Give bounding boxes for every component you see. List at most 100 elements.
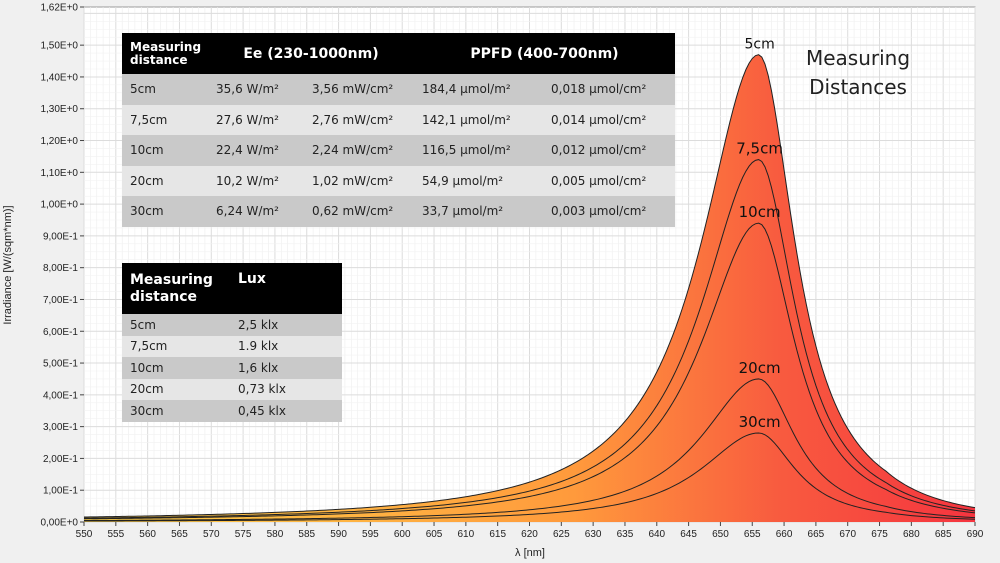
cell-ppfd-m: 54,9 µmol/m²	[414, 165, 543, 196]
x-tick-label: 605	[426, 529, 443, 540]
x-axis-ticks: 550 555 560 565 570 575 580 585 590 595 600 605 610 6…	[76, 522, 984, 540]
series-label: 7,5cm	[736, 140, 783, 158]
header-measuring-distance: Measuring distance	[122, 33, 208, 74]
y-tick-label: 1,00E+0	[40, 200, 78, 211]
table-row: 5cm 35,6 W/m² 3,56 mW/cm² 184,4 µmol/m² 0,01…	[122, 74, 675, 105]
series-labels: 5cm 7,5cm 10cm 20cm 30cm	[736, 37, 783, 431]
y-tick-label: 1,40E+0	[40, 72, 78, 83]
cell-d: 5cm	[122, 314, 230, 336]
cell-lux: 1,6 klx	[230, 357, 342, 379]
y-axis-ticks: 0,00E+0 1,00E-1 2,00E-1 3,00E-1 4,00E-1 5,00E…	[40, 3, 84, 529]
x-tick-label: 675	[871, 529, 888, 540]
x-tick-label: 650	[712, 529, 729, 540]
header-ppfd: PPFD (400-700nm)	[414, 33, 675, 74]
table-row: 20cm 0,73 klx	[122, 378, 342, 400]
y-tick-label: 5,00E-1	[43, 359, 78, 370]
cell-ppfd-m: 142,1 µmol/m²	[414, 104, 543, 135]
x-tick-label: 680	[903, 529, 920, 540]
y-tick-label: 1,30E+0	[40, 104, 78, 115]
cell-ppfd-cm: 0,014 µmol/cm²	[543, 104, 675, 135]
cell-ppfd-cm: 0,012 µmol/cm²	[543, 135, 675, 166]
cell-ppfd-m: 33,7 µmol/m²	[414, 196, 543, 227]
cell-d: 20cm	[122, 165, 208, 196]
cell-d: 10cm	[122, 135, 208, 166]
cell-ppfd-m: 184,4 µmol/m²	[414, 74, 543, 105]
y-tick-label: 2,00E-1	[43, 454, 78, 465]
x-tick-label: 610	[458, 529, 475, 540]
cell-d: 7,5cm	[122, 335, 230, 357]
series-line-10cm	[83, 222, 976, 520]
header-lux: Lux	[230, 263, 342, 314]
table-row: 10cm 22,4 W/m² 2,24 mW/cm² 116,5 µmol/m² 0,0…	[122, 135, 675, 166]
cell-ee-w: 22,4 W/m²	[208, 135, 304, 166]
y-tick-label: 1,20E+0	[40, 136, 78, 147]
cell-ee-w: 6,24 W/m²	[208, 196, 304, 227]
x-tick-label: 665	[808, 529, 825, 540]
cell-ppfd-cm: 0,018 µmol/cm²	[543, 74, 675, 105]
cell-ee-w: 10,2 W/m²	[208, 165, 304, 196]
table-row: 10cm 1,6 klx	[122, 357, 342, 379]
x-tick-label: 595	[362, 529, 379, 540]
x-tick-label: 615	[489, 529, 506, 540]
x-tick-label: 635	[617, 529, 634, 540]
cell-ee-w: 35,6 W/m²	[208, 74, 304, 105]
y-axis-label: Irradiance [W/(sqm*nm)]	[2, 205, 14, 324]
series-line-7-5cm	[83, 159, 976, 519]
x-tick-label: 640	[648, 529, 665, 540]
series-areas	[84, 54, 975, 522]
x-tick-label: 550	[76, 529, 93, 540]
cell-ppfd-cm: 0,003 µmol/cm²	[543, 196, 675, 227]
y-tick-label: 1,00E-1	[43, 486, 78, 497]
cell-d: 30cm	[122, 400, 230, 422]
irradiance-table: Measuring distance Ee (230-1000nm) PPFD (…	[122, 33, 675, 227]
x-tick-label: 570	[203, 529, 220, 540]
header-measuring-distance: Measuring distance	[122, 263, 230, 314]
x-tick-label: 655	[744, 529, 761, 540]
cell-ee-mw: 2,76 mW/cm²	[304, 104, 414, 135]
x-tick-label: 690	[967, 529, 984, 540]
y-tick-label: 4,00E-1	[43, 390, 78, 401]
x-tick-label: 670	[839, 529, 856, 540]
cell-lux: 0,45 klx	[230, 400, 342, 422]
cell-ppfd-cm: 0,005 µmol/cm²	[543, 165, 675, 196]
x-tick-label: 560	[139, 529, 156, 540]
cell-lux: 2,5 klx	[230, 314, 342, 336]
series-line-20cm	[83, 378, 976, 521]
x-tick-label: 645	[680, 529, 697, 540]
x-tick-label: 575	[235, 529, 252, 540]
y-tick-label: 1,10E+0	[40, 168, 78, 179]
irradiance-table-header: Measuring distance Ee (230-1000nm) PPFD (…	[122, 33, 675, 74]
y-tick-label: 1,50E+0	[40, 41, 78, 52]
cell-d: 5cm	[122, 74, 208, 105]
x-tick-label: 630	[585, 529, 602, 540]
series-area-fill	[84, 54, 975, 522]
y-tick-label: 6,00E-1	[43, 327, 78, 338]
series-line-5cm	[83, 54, 976, 518]
annotation-line-2: Distances	[809, 75, 907, 99]
cell-lux: 1.9 klx	[230, 335, 342, 357]
x-tick-label: 565	[171, 529, 188, 540]
x-tick-label: 660	[776, 529, 793, 540]
table-row: 30cm 6,24 W/m² 0,62 mW/cm² 33,7 µmol/m² 0,00…	[122, 196, 675, 227]
cell-ee-mw: 2,24 mW/cm²	[304, 135, 414, 166]
y-tick-label: 8,00E-1	[43, 263, 78, 274]
series-label: 20cm	[739, 359, 781, 377]
cell-ee-mw: 0,62 mW/cm²	[304, 196, 414, 227]
x-tick-label: 555	[107, 529, 124, 540]
cell-ppfd-m: 116,5 µmol/m²	[414, 135, 543, 166]
table-row: 30cm 0,45 klx	[122, 400, 342, 422]
y-tick-label: 1,62E+0	[40, 3, 78, 14]
y-tick-label: 3,00E-1	[43, 422, 78, 433]
series-lines	[83, 54, 976, 522]
y-tick-label: 7,00E-1	[43, 295, 78, 306]
lux-table-header: Measuring distance Lux	[122, 263, 342, 314]
x-tick-label: 580	[267, 529, 284, 540]
annotation-line-1: Measuring	[806, 46, 910, 70]
cell-ee-mw: 1,02 mW/cm²	[304, 165, 414, 196]
x-tick-label: 625	[553, 529, 570, 540]
x-tick-label: 620	[521, 529, 538, 540]
series-label: 10cm	[739, 203, 781, 221]
lux-table: Measuring distance Lux 5cm 2,5 klx 7,5cm 1.9…	[122, 263, 342, 422]
y-tick-label: 0,00E+0	[40, 518, 78, 529]
